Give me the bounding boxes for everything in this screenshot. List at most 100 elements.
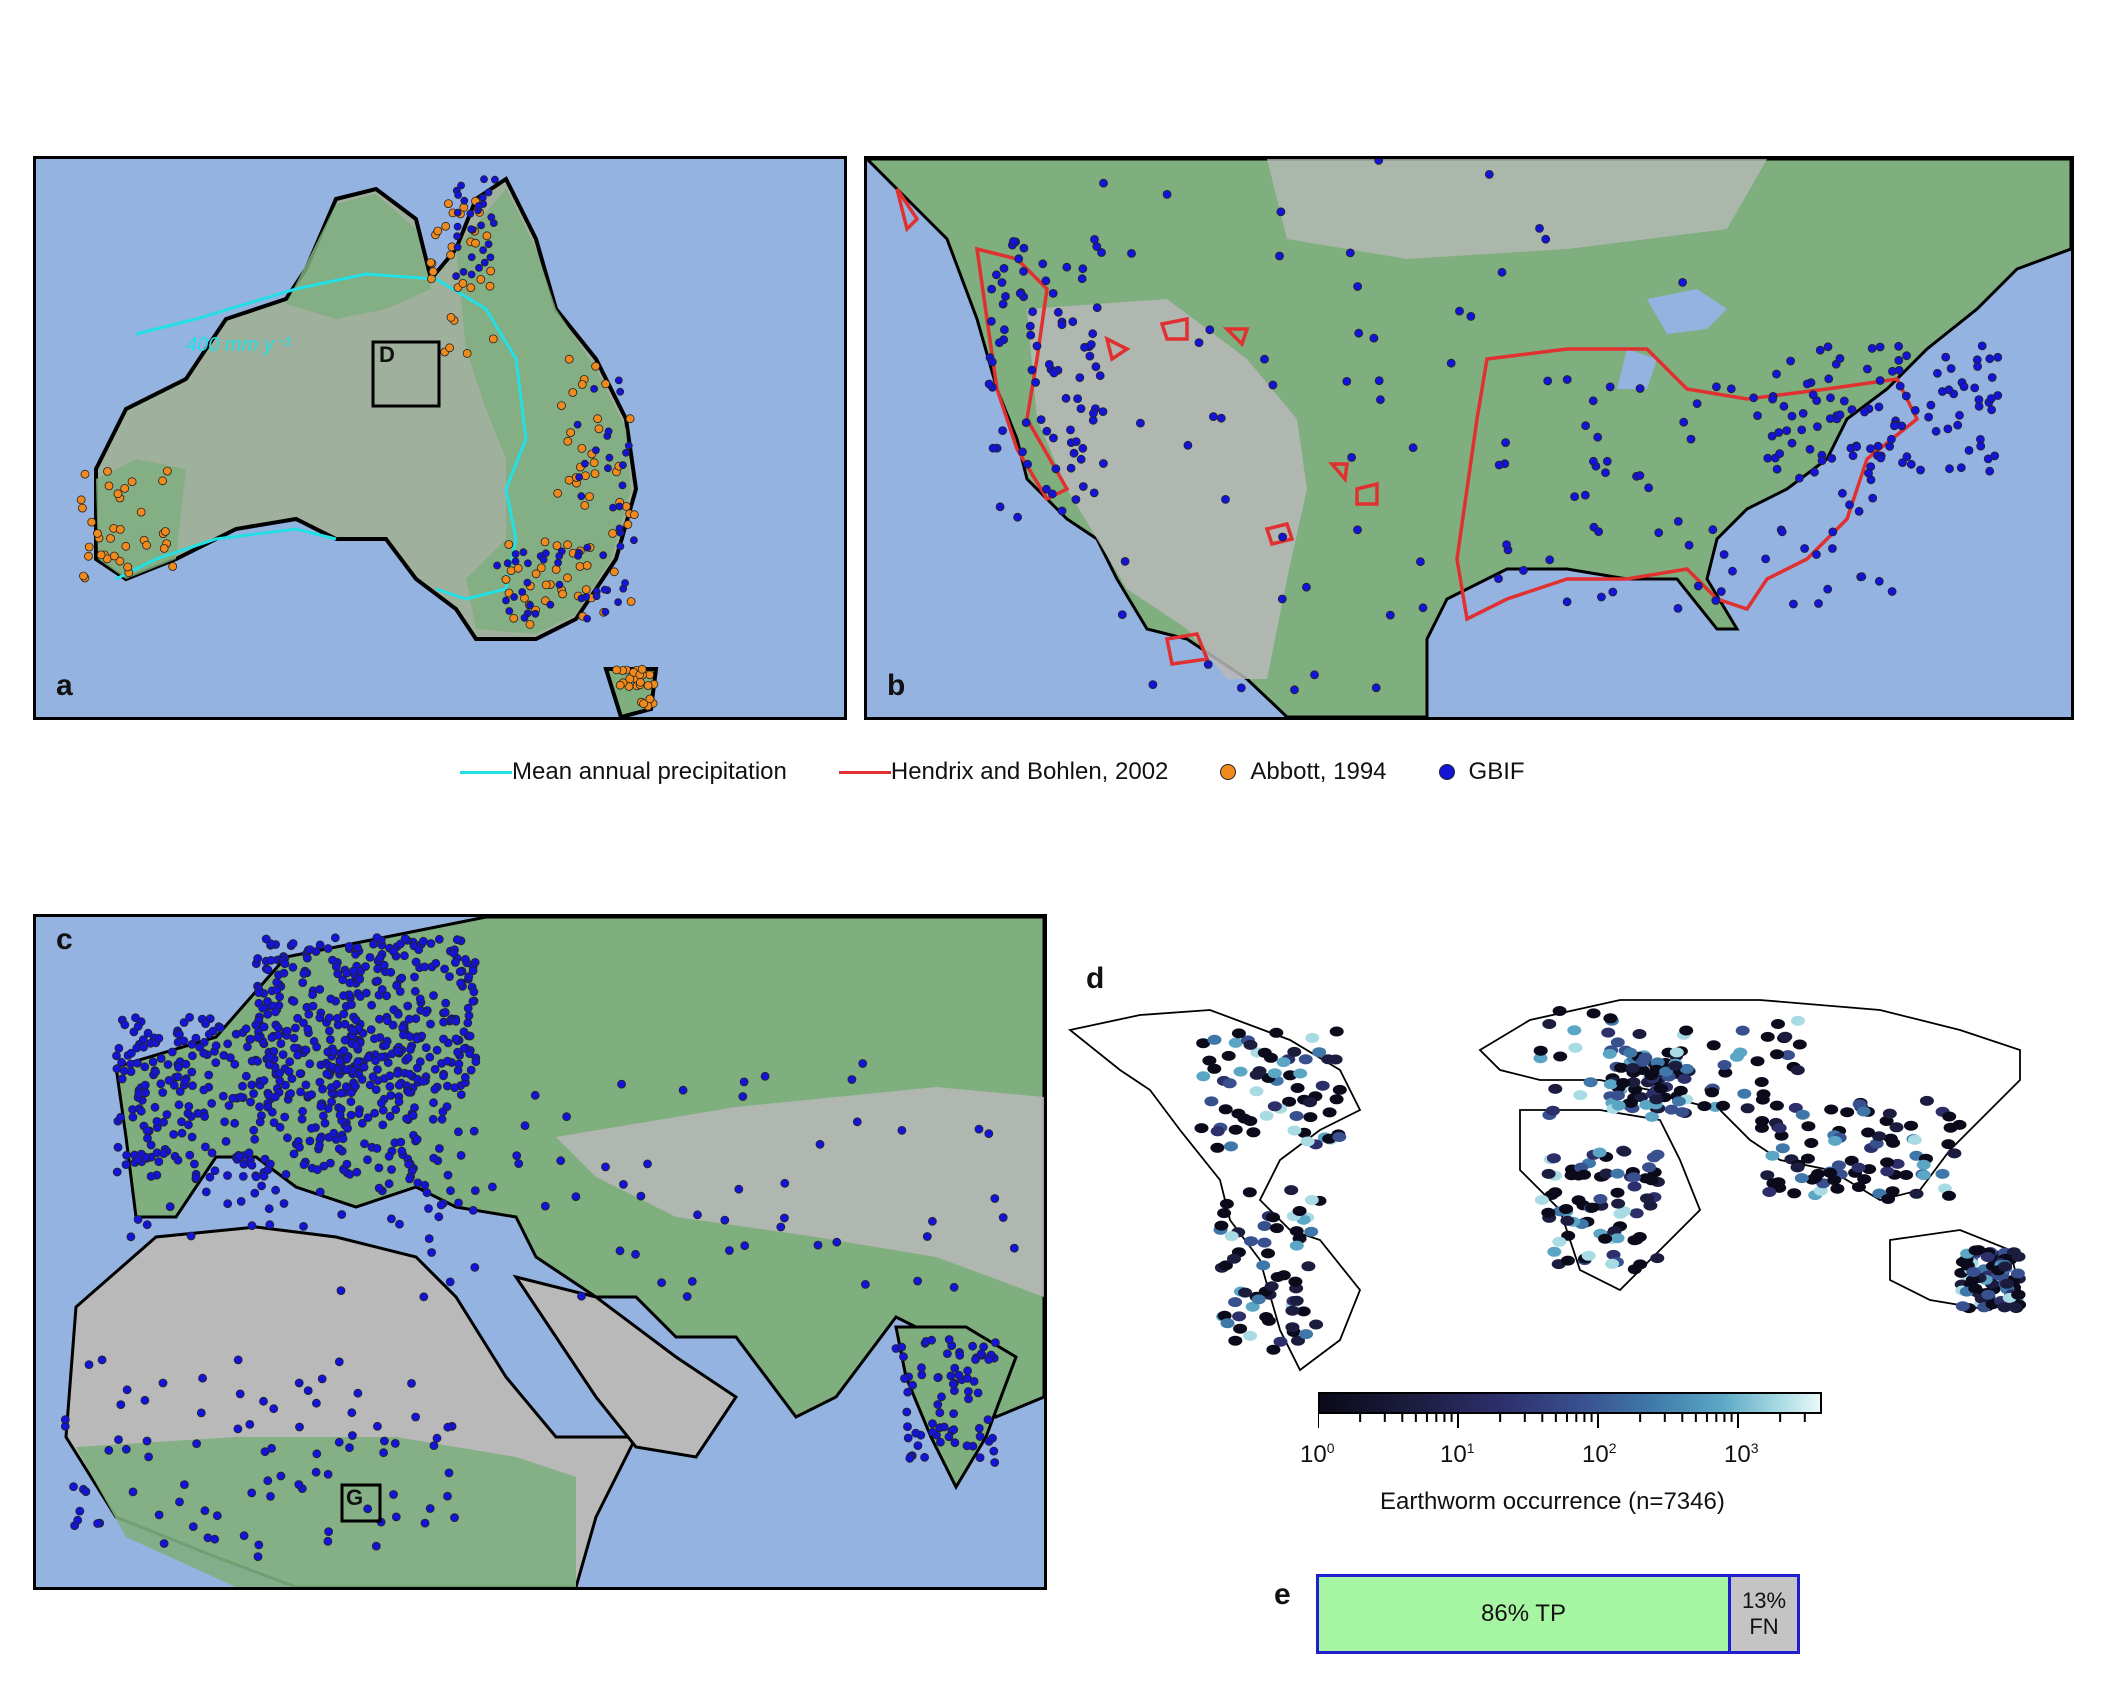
occurrence-point bbox=[434, 934, 444, 944]
occurrence-point bbox=[1848, 451, 1858, 461]
occurrence-point bbox=[720, 1215, 730, 1225]
occurrence-point bbox=[333, 1065, 343, 1074]
occurrence-point bbox=[444, 1468, 454, 1478]
occurrence-point bbox=[1205, 325, 1215, 335]
occurrence-point bbox=[117, 1057, 126, 1067]
occurrence-point bbox=[285, 1057, 295, 1067]
occurrence-point bbox=[258, 1003, 268, 1013]
occurrence-point bbox=[280, 1112, 290, 1122]
occurrence-point bbox=[1127, 249, 1136, 258]
hexbin-cell bbox=[1214, 1220, 1229, 1231]
occurrence-point bbox=[394, 1080, 404, 1090]
occurrence-point bbox=[1708, 525, 1718, 535]
occurrence-point bbox=[138, 1035, 148, 1044]
occurrence-point bbox=[299, 1221, 308, 1231]
occurrence-point bbox=[955, 1350, 965, 1360]
occurrence-point bbox=[323, 944, 333, 953]
occurrence-point bbox=[1964, 445, 1974, 455]
occurrence-point bbox=[84, 542, 94, 552]
occurrence-point bbox=[359, 1062, 369, 1072]
occurrence-point bbox=[156, 1079, 166, 1089]
occurrence-point bbox=[636, 1191, 646, 1201]
occurrence-point bbox=[1692, 399, 1702, 409]
occurrence-point bbox=[622, 448, 630, 457]
hexbin-cell bbox=[1304, 1226, 1319, 1237]
occurrence-point bbox=[273, 1031, 283, 1040]
occurrence-point bbox=[133, 1021, 143, 1031]
occurrence-point bbox=[81, 1487, 91, 1496]
occurrence-point bbox=[198, 1373, 208, 1383]
hexbin-cell bbox=[1616, 1078, 1631, 1088]
occurrence-point bbox=[928, 1419, 937, 1429]
occurrence-point bbox=[424, 1204, 433, 1213]
occurrence-point bbox=[1876, 453, 1886, 463]
hexbin-cell bbox=[1638, 1052, 1653, 1063]
occurrence-point bbox=[619, 461, 627, 470]
occurrence-point bbox=[421, 1043, 431, 1053]
occurrence-point bbox=[962, 1441, 972, 1451]
hexbin-cell bbox=[1246, 1127, 1261, 1138]
occurrence-point bbox=[464, 972, 474, 982]
hexbin-cell bbox=[1659, 1066, 1674, 1077]
occurrence-point bbox=[1066, 463, 1076, 473]
occurrence-point bbox=[278, 1050, 288, 1060]
occurrence-point bbox=[503, 559, 512, 568]
hexbin-cell bbox=[1851, 1162, 1866, 1173]
occurrence-point bbox=[305, 1136, 315, 1146]
occurrence-point bbox=[1562, 375, 1572, 384]
hexbin-cell bbox=[1259, 1312, 1274, 1322]
hexbin-cell bbox=[1804, 1138, 1819, 1148]
occurrence-point bbox=[250, 1134, 260, 1144]
occurrence-point bbox=[84, 551, 93, 561]
occurrence-point bbox=[1823, 584, 1833, 594]
occurrence-point bbox=[852, 1117, 862, 1127]
hexbin-cell bbox=[1756, 1089, 1771, 1100]
hexbin-cell bbox=[1626, 1172, 1641, 1183]
hexbin-cell bbox=[1592, 1147, 1607, 1158]
occurrence-point bbox=[1090, 235, 1099, 244]
occurrence-point bbox=[365, 1080, 375, 1090]
hexbin-cell bbox=[1218, 1104, 1233, 1115]
occurrence-point bbox=[913, 1276, 922, 1286]
occurrence-point bbox=[289, 1043, 299, 1053]
occurrence-point bbox=[1071, 495, 1081, 504]
occurrence-point bbox=[1910, 405, 1920, 415]
hexbin-cell bbox=[1794, 1173, 1809, 1184]
occurrence-point bbox=[1782, 426, 1792, 436]
occurrence-point bbox=[988, 1433, 997, 1443]
hexbin-cell bbox=[1245, 1301, 1260, 1312]
occurrence-point bbox=[617, 1079, 626, 1089]
occurrence-point bbox=[1847, 405, 1857, 415]
australia-map-svg: 400 mm y⁻¹ bbox=[76, 175, 659, 717]
hexbin-cell bbox=[1790, 1065, 1805, 1076]
occurrence-point bbox=[564, 354, 574, 364]
occurrence-point bbox=[456, 1150, 466, 1160]
occurrence-point bbox=[324, 1013, 334, 1023]
occurrence-point bbox=[325, 1035, 335, 1044]
occurrence-point bbox=[181, 1059, 191, 1069]
occurrence-point bbox=[115, 556, 125, 566]
occurrence-point bbox=[353, 1388, 363, 1398]
occurrence-point bbox=[1953, 420, 1963, 430]
occurrence-point bbox=[540, 1201, 550, 1211]
precipitation-isoline bbox=[115, 272, 528, 601]
hexbin-cell bbox=[1971, 1245, 1986, 1256]
occurrence-point bbox=[76, 495, 86, 505]
occurrence-point bbox=[1866, 444, 1875, 454]
occurrence-point bbox=[1044, 359, 1054, 369]
occurrence-point bbox=[220, 1117, 230, 1127]
occurrence-point bbox=[1860, 407, 1869, 417]
occurrence-point bbox=[116, 1112, 125, 1122]
occurrence-point bbox=[427, 1248, 437, 1257]
occurrence-point bbox=[1810, 467, 1819, 477]
hexbin-cell bbox=[1627, 1181, 1642, 1192]
hexbin-cell bbox=[1256, 1260, 1271, 1271]
occurrence-point bbox=[637, 664, 647, 674]
occurrence-point bbox=[334, 1357, 344, 1367]
hexbin-cell bbox=[1718, 1067, 1733, 1078]
hexbin-cell bbox=[1547, 1246, 1562, 1257]
occurrence-point bbox=[1236, 683, 1246, 693]
occurrence-point bbox=[897, 1342, 907, 1352]
occurrence-point bbox=[1148, 680, 1158, 689]
occurrence-point bbox=[946, 1371, 956, 1381]
